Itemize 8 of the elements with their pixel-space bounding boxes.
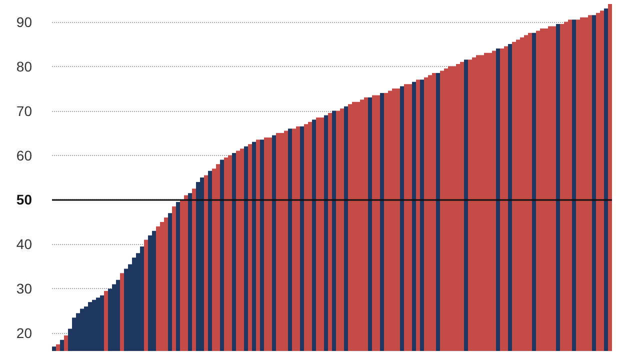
y-tick-label: 60 <box>16 147 32 164</box>
y-tick-label: 20 <box>16 325 32 342</box>
y-tick-label: 70 <box>16 102 32 119</box>
y-tick-label: 40 <box>16 236 32 252</box>
y-tick-label: 90 <box>16 14 32 30</box>
y-tick-label: 50 <box>16 192 32 208</box>
y-tick-label: 80 <box>16 58 32 74</box>
y-tick-label: 30 <box>16 280 32 297</box>
